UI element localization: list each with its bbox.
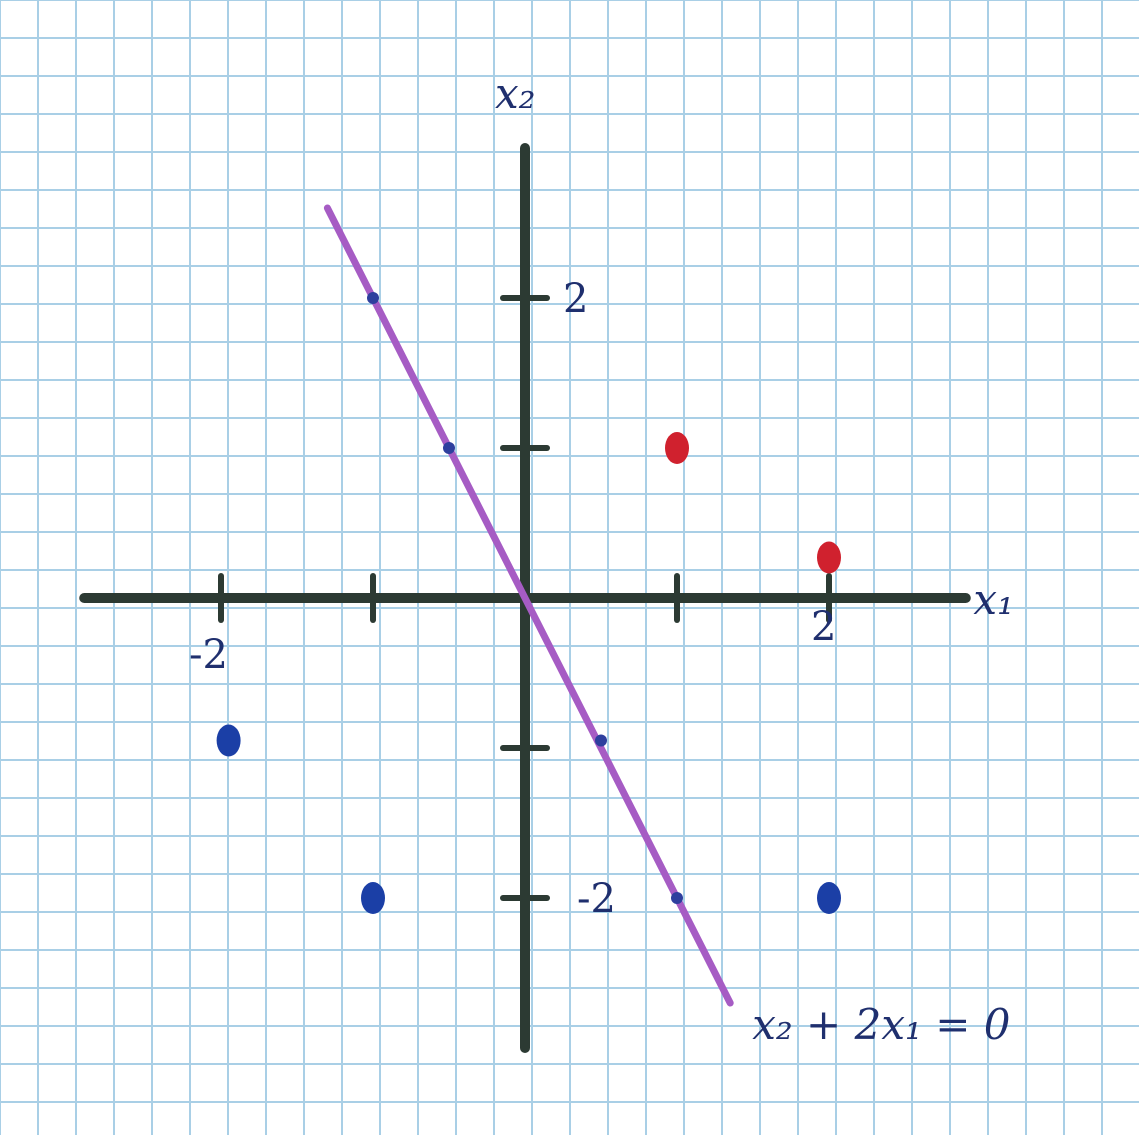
data-point xyxy=(817,541,841,574)
y-tick-label: -2 xyxy=(577,876,616,922)
decision-boundary-line xyxy=(323,204,734,1007)
ticks xyxy=(218,295,832,901)
x-axis-title: x₁ xyxy=(973,575,1014,624)
data-point xyxy=(216,724,241,757)
x-tick-label: -2 xyxy=(189,632,228,678)
x-tick-label: 2 xyxy=(811,604,836,650)
line-marker-point xyxy=(443,442,455,454)
line-marker-point xyxy=(595,734,607,747)
line-marker-point xyxy=(671,892,683,904)
labels: x₁ x₂ -2 2 2 -2 x₂ + 2x₁ = 0 xyxy=(189,69,1014,1049)
line-marker-point xyxy=(367,292,379,304)
data-point xyxy=(817,882,841,914)
y-tick-label: 2 xyxy=(563,276,588,322)
points xyxy=(216,292,841,914)
y-axis-title: x₂ xyxy=(495,69,536,118)
data-point xyxy=(665,432,689,464)
data-point xyxy=(361,882,385,914)
line-equation-label: x₂ + 2x₁ = 0 xyxy=(752,1000,1010,1049)
lines xyxy=(323,204,734,1007)
